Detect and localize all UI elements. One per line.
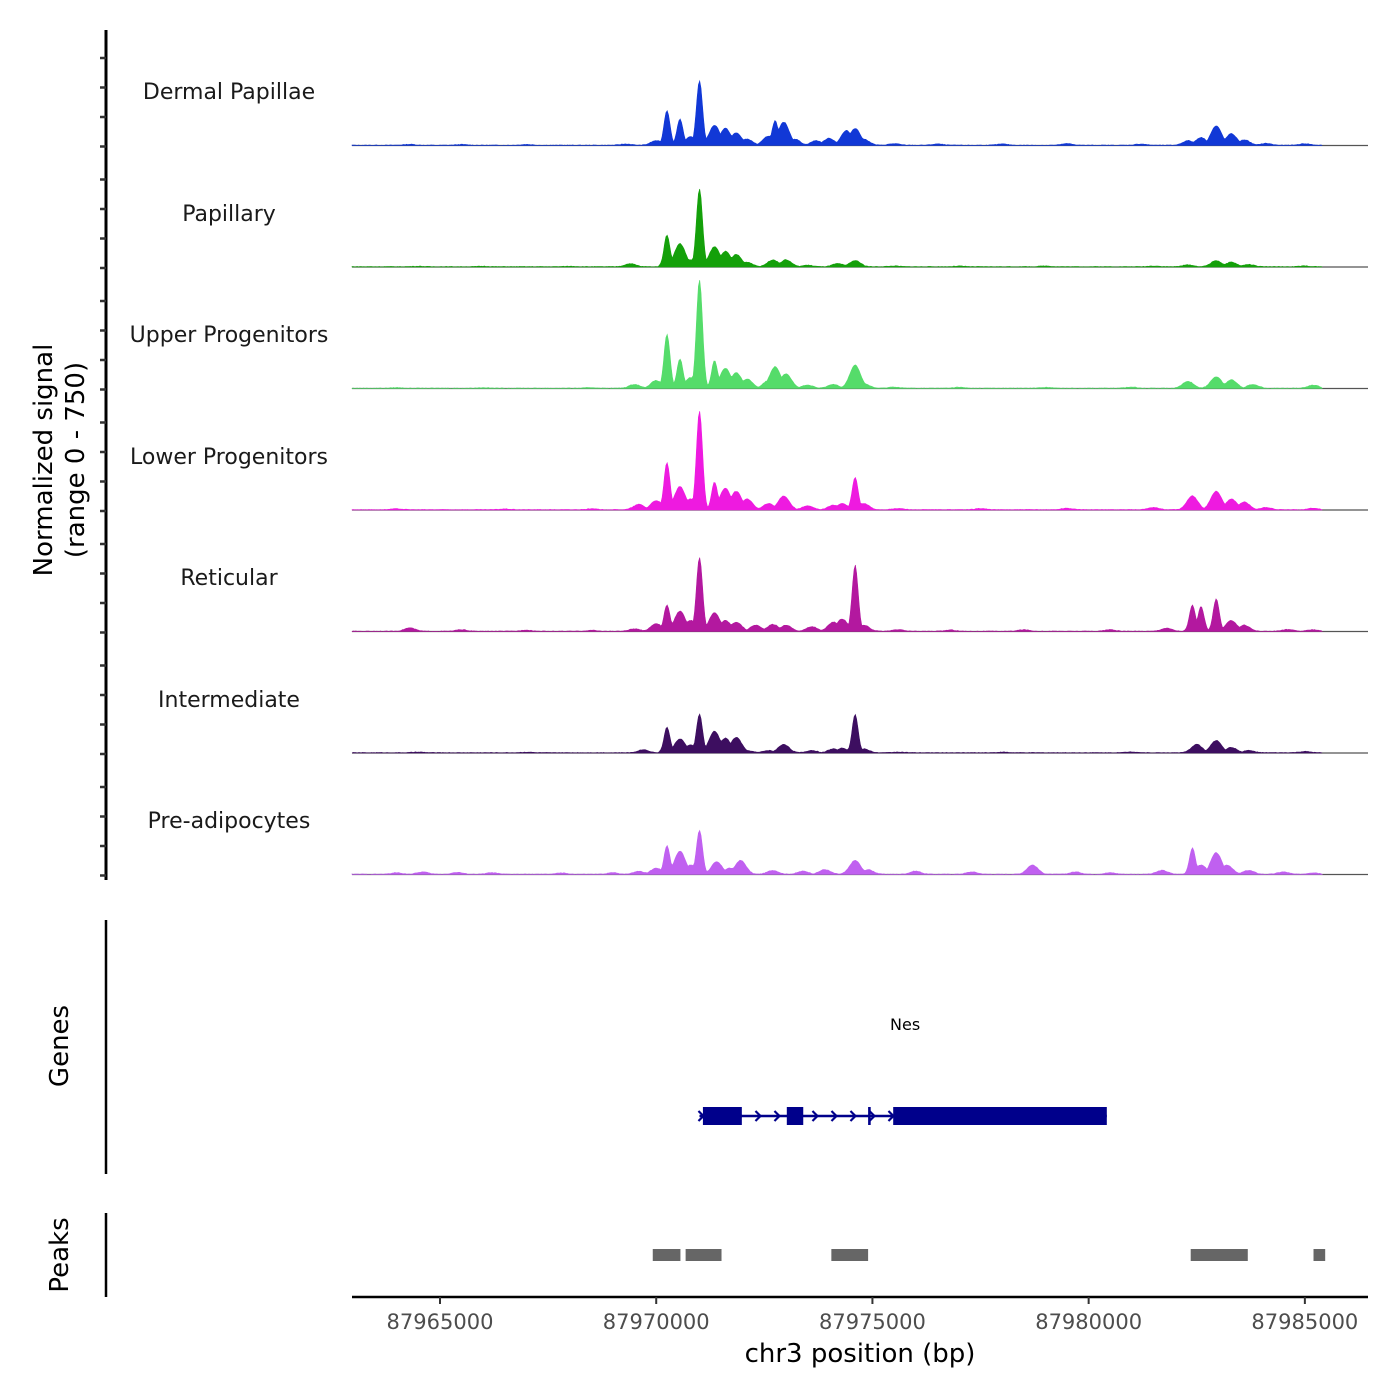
x-tick-label: 87980000 bbox=[1035, 1310, 1142, 1334]
strand-arrow-icon bbox=[868, 1110, 877, 1122]
x-axis-ticks: 87965000 87970000 87975000 87980000 87985000 bbox=[387, 1297, 1358, 1334]
gene-label: Nes bbox=[890, 1015, 920, 1034]
track-dermal-papillae bbox=[351, 79, 1368, 147]
x-axis-title: chr3 position (bp) bbox=[745, 1339, 976, 1369]
coverage-area-papillary bbox=[351, 188, 1323, 268]
peaks-axis-title: Peaks bbox=[45, 1217, 75, 1292]
peak-region bbox=[685, 1249, 722, 1261]
track-reticular bbox=[351, 557, 1368, 633]
track-label-pre-adipocytes: Pre-adipocytes bbox=[148, 809, 311, 834]
coverage-area-pre-adipocytes bbox=[351, 829, 1324, 875]
track-intermediate bbox=[351, 713, 1368, 754]
gene-nes: Nes bbox=[697, 1015, 1107, 1125]
gene-models: Nes bbox=[697, 1015, 1107, 1125]
peak-regions bbox=[652, 1249, 1326, 1261]
strand-arrow-icon bbox=[830, 1110, 839, 1122]
track-labels: Dermal Papillae Papillary Upper Progenit… bbox=[130, 80, 329, 834]
gene-exon bbox=[786, 1107, 804, 1125]
y-axis-title-line-1: Normalized signal bbox=[29, 344, 59, 577]
gene-exon bbox=[702, 1107, 742, 1125]
track-papillary bbox=[351, 188, 1368, 268]
track-label-lower-progenitors: Lower Progenitors bbox=[130, 445, 328, 470]
x-tick-label: 87975000 bbox=[819, 1310, 926, 1334]
y-axis-title: Normalized signal (range 0 - 750) bbox=[29, 344, 91, 577]
track-label-papillary: Papillary bbox=[182, 202, 276, 227]
x-tick-label: 87965000 bbox=[387, 1310, 494, 1334]
track-label-dermal-papillae: Dermal Papillae bbox=[143, 80, 315, 105]
coverage-tracks bbox=[351, 79, 1368, 876]
genes-panel: Genes Nes bbox=[45, 920, 1107, 1174]
peaks-panel: Peaks bbox=[45, 1213, 1326, 1297]
track-upper-progenitors bbox=[351, 279, 1368, 390]
strand-arrow-icon bbox=[773, 1110, 782, 1122]
coverage-area-dermal-papillae bbox=[351, 79, 1323, 146]
peak-region bbox=[1190, 1249, 1248, 1261]
coverage-y-axis-ticks bbox=[100, 56, 106, 877]
y-axis-title-line-2: (range 0 - 750) bbox=[61, 362, 91, 558]
track-label-intermediate: Intermediate bbox=[158, 688, 300, 713]
coverage-area-reticular bbox=[351, 557, 1323, 632]
track-label-upper-progenitors: Upper Progenitors bbox=[130, 323, 329, 348]
track-label-reticular: Reticular bbox=[180, 566, 278, 591]
strand-arrow-icon bbox=[849, 1110, 858, 1122]
strand-arrow-icon bbox=[754, 1110, 763, 1122]
x-tick-label: 87985000 bbox=[1251, 1310, 1358, 1334]
strand-arrow-icon bbox=[811, 1110, 820, 1122]
gene-exon bbox=[893, 1107, 1107, 1125]
track-lower-progenitors bbox=[351, 411, 1368, 511]
genes-axis-title: Genes bbox=[45, 1005, 75, 1087]
gene-exon bbox=[868, 1107, 871, 1125]
track-pre-adipocytes bbox=[351, 829, 1368, 876]
peak-region bbox=[652, 1249, 681, 1261]
x-tick-label: 87970000 bbox=[603, 1310, 710, 1334]
peak-region bbox=[831, 1249, 869, 1261]
coverage-area-intermediate bbox=[351, 713, 1323, 754]
coverage-area-lower-progenitors bbox=[351, 411, 1323, 511]
coverage-area-upper-progenitors bbox=[351, 279, 1323, 389]
x-axis: 87965000 87970000 87975000 87980000 87985000… bbox=[352, 1295, 1368, 1369]
peak-region bbox=[1313, 1249, 1326, 1261]
